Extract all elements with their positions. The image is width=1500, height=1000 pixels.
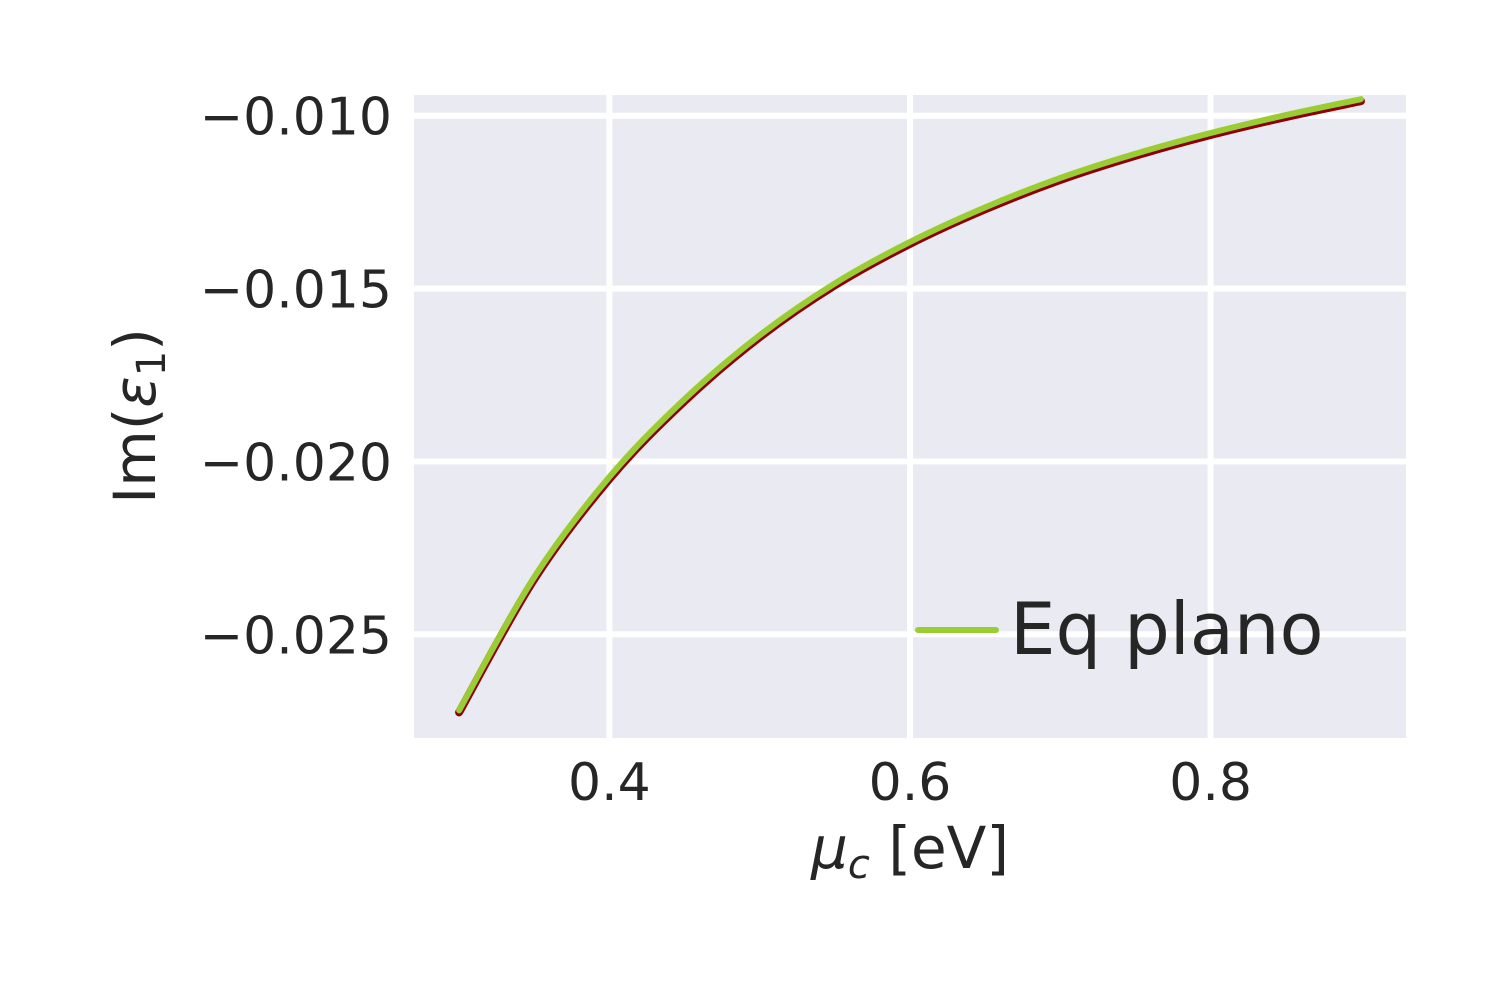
series-line — [456, 96, 1364, 714]
y-tick-label: −0.015 — [200, 261, 392, 321]
x-axis-label: μc [eV] — [810, 814, 1009, 888]
x-axis-label-unit: [eV] — [870, 814, 1009, 882]
y-tick-label: −0.010 — [200, 88, 392, 148]
x-tick-label: 0.6 — [869, 753, 952, 813]
x-tick-label: 0.4 — [568, 753, 651, 813]
grid — [414, 95, 1406, 738]
tick-labels: 0.4 0.6 0.8 −0.010 −0.015 −0.020 −0.025 — [200, 88, 1252, 813]
legend: Eq plano — [915, 587, 1324, 671]
y-tick-label: −0.025 — [200, 606, 392, 666]
x-axis-label-subscript: c — [848, 842, 870, 888]
y-axis-label: Im(ε1) — [101, 328, 175, 504]
y-axis-label-suffix: ) — [101, 328, 169, 351]
x-axis-label-symbol: μ — [810, 814, 848, 882]
x-tick-label: 0.8 — [1169, 753, 1252, 813]
y-axis-label-subscript: 1 — [129, 351, 175, 376]
y-tick-label: −0.020 — [200, 433, 392, 493]
series-lines — [455, 96, 1365, 717]
legend-label: Eq plano — [1010, 587, 1324, 671]
y-axis-label-symbol: ε — [101, 376, 169, 407]
y-axis-label-prefix: Im( — [101, 408, 169, 504]
